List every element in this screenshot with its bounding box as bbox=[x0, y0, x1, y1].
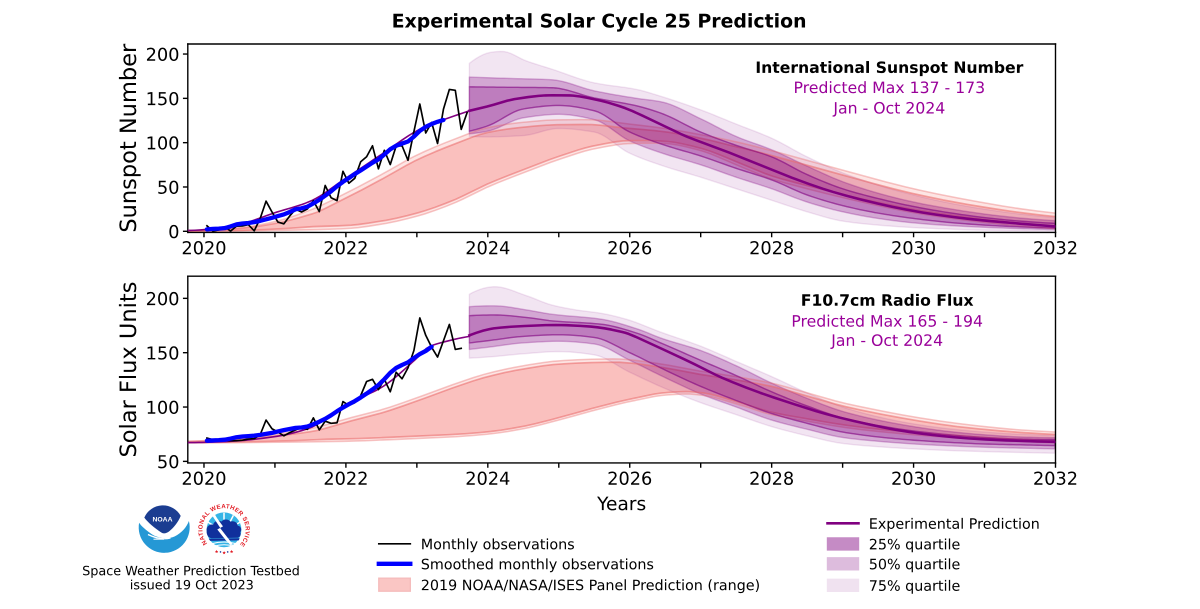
svg-text:NOAA: NOAA bbox=[152, 516, 172, 523]
